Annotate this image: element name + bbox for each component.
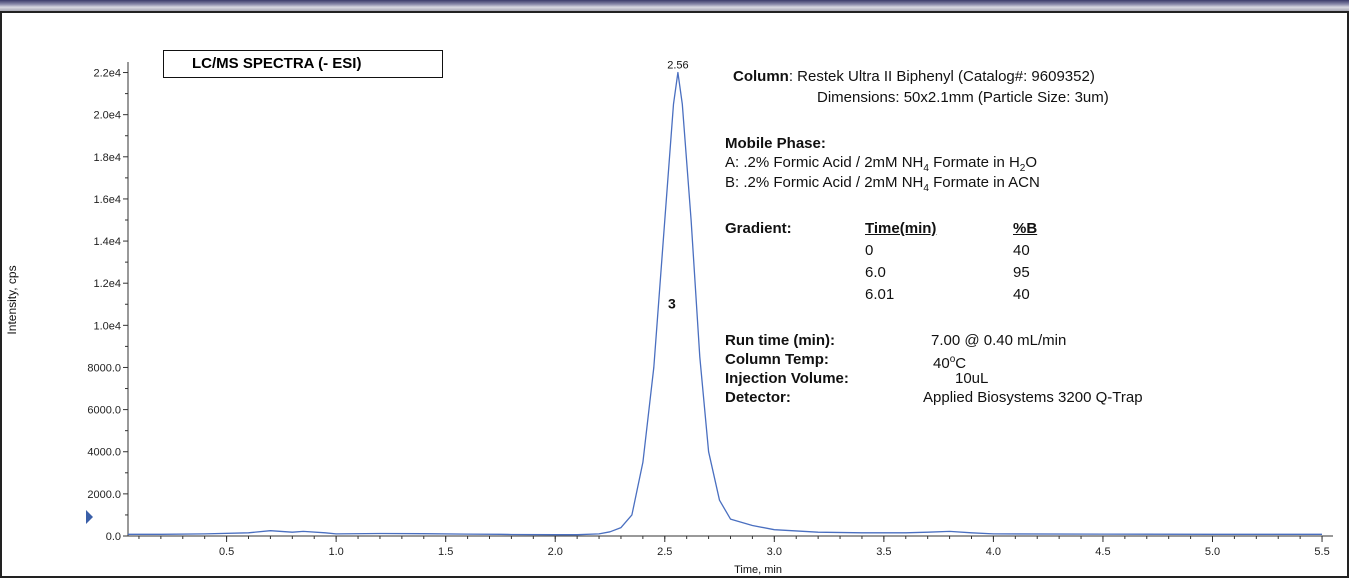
gradient-time-1: 6.0 [865, 264, 886, 281]
x-tick-label: 1.0 [328, 546, 343, 558]
chart-title: LC/MS SPECTRA (- ESI) [163, 50, 443, 78]
mobile-phase-b: B: .2% Formic Acid / 2mM NH4 Formate in … [725, 174, 1040, 194]
gradient-time-0: 0 [865, 242, 874, 259]
y-tick-label: 1.8e4 [93, 152, 121, 164]
gradient-label: Gradient: [725, 220, 792, 237]
y-tick-label: 1.0e4 [93, 320, 121, 332]
run-time-value: 7.00 @ 0.40 mL/min [931, 332, 1067, 349]
column-line: Column: Restek Ultra II Biphenyl (Catalo… [733, 68, 1095, 86]
x-tick-label: 2.5 [657, 546, 672, 558]
y-tick-label: 1.2e4 [93, 278, 121, 290]
gradient-b-2: 40 [1013, 286, 1030, 303]
gradient-time-2: 6.01 [865, 286, 895, 303]
y-tick-label: 1.6e4 [93, 194, 121, 206]
y-tick-label: 2.2e4 [93, 68, 121, 80]
y-tick-label: 4000.0 [87, 447, 121, 459]
injection-volume-value: 10uL [955, 370, 989, 387]
annotations-group: 2.56 3 [667, 60, 688, 312]
x-tick-label: 4.5 [1095, 546, 1110, 558]
column-temp-label: Column Temp: [725, 351, 829, 368]
series-group [128, 71, 1322, 536]
peak-number-label: 3 [668, 295, 676, 311]
peak-label: 2.56 [667, 60, 688, 72]
y-tick-label: 0.0 [106, 531, 121, 543]
y-tick-label: 1.4e4 [93, 236, 121, 248]
y-ticks: 0.0 2000.0 4000.0 6000.0 8000.0 1.0e4 1.2e4 1.4… [87, 68, 128, 543]
outer-border [0, 11, 1349, 578]
column-label: Column [733, 68, 789, 85]
x-tick-label: 0.5 [219, 546, 234, 558]
x-tick-label: 4.0 [986, 546, 1001, 558]
x-tick-label: 5.0 [1205, 546, 1220, 558]
y-tick-label: 6000.0 [87, 405, 121, 417]
x-tick-label: 2.0 [548, 546, 563, 558]
run-time-label: Run time (min): [725, 332, 835, 349]
y-tick-label: 2000.0 [87, 489, 121, 501]
x-tick-label: 3.0 [767, 546, 782, 558]
column-temp-value: 40oC [933, 354, 967, 372]
mobile-phase-label: Mobile Phase: [725, 135, 826, 152]
gradient-time-header: Time(min) [865, 220, 937, 237]
chromatogram-line [128, 71, 1322, 536]
dimensions-line: Dimensions: 50x2.1mm (Particle Size: 3um… [817, 89, 1109, 106]
gradient-b-header: %B [1013, 220, 1038, 237]
column-value: : Restek Ultra II Biphenyl (Catalog#: 96… [788, 68, 1095, 85]
gradient-b-0: 40 [1013, 242, 1030, 259]
mobile-phase-a: A: .2% Formic Acid / 2mM NH4 Formate in … [725, 154, 1038, 174]
x-tick-label: 3.5 [876, 546, 891, 558]
top-bar [0, 0, 1349, 12]
y-axis-label: Intensity, cps [5, 265, 19, 334]
detector-value: Applied Biosystems 3200 Q-Trap [923, 389, 1143, 406]
x-tick-label: 1.5 [438, 546, 453, 558]
x-axis-label: Time, min [734, 564, 782, 576]
gradient-b-1: 95 [1013, 264, 1030, 281]
detector-label: Detector: [725, 389, 791, 406]
x-tick-label: 5.5 [1314, 546, 1329, 558]
x-ticks: 0.5 1.0 1.5 2.0 2.5 3.0 3.5 4.0 4.5 5.0 5.5 [138, 536, 1330, 558]
y-tick-label: 2.0e4 [93, 110, 121, 122]
injection-volume-label: Injection Volume: [725, 370, 849, 387]
baseline-marker-icon [86, 510, 93, 524]
y-tick-label: 8000.0 [87, 362, 121, 374]
